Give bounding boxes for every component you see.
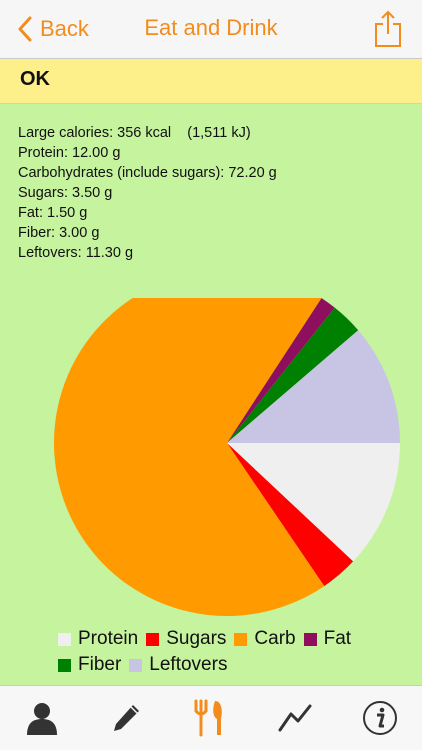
pencil-icon	[114, 705, 139, 731]
legend-label-fat: Fat	[323, 628, 352, 649]
legend-swatch-sugars	[146, 632, 160, 646]
tab-edit[interactable]	[84, 686, 168, 750]
back-button[interactable]: Back	[18, 14, 89, 44]
legend-label-sugars: Sugars	[166, 628, 227, 649]
pie-slice-sugars	[227, 443, 354, 587]
legend-item-protein: Protein	[58, 628, 138, 650]
pie-slice-leftovers	[227, 330, 400, 443]
legend-label-protein: Protein	[78, 628, 139, 649]
pie-slice-protein	[227, 443, 400, 562]
trend-line-icon	[278, 704, 312, 732]
fiber-text: Fiber: 3.00 g	[18, 225, 100, 241]
protein-text: Protein: 12.00 g	[18, 145, 121, 161]
tab-progress[interactable]	[253, 686, 337, 750]
share-icon	[375, 10, 401, 47]
info-icon	[363, 701, 397, 735]
nutrition-info: Large calories: 356 kcal (1,511 kJ) Prot…	[18, 123, 277, 263]
tab-bar	[0, 685, 422, 750]
leftovers-text: Leftovers: 11.30 g	[18, 245, 134, 261]
legend-item-fat: Fat	[303, 628, 352, 650]
tab-eat-and-drink[interactable]	[168, 686, 252, 750]
tab-info[interactable]	[338, 686, 422, 750]
nutrition-pie-chart	[54, 298, 400, 616]
person-icon	[27, 703, 57, 735]
carbohydrates-text: Carbohydrates (include sugars): 72.20 g	[18, 165, 277, 181]
legend-label-fiber: Fiber	[78, 654, 122, 675]
legend-swatch-fiber	[58, 658, 71, 672]
legend-label-leftovers: Leftovers	[149, 654, 228, 675]
navigation-bar: Back Eat and Drink	[0, 0, 422, 59]
status-banner: OK	[0, 59, 422, 104]
tab-profile[interactable]	[0, 686, 84, 750]
legend-item-sugars: Sugars	[146, 628, 226, 650]
chart-legend: Protein Sugars Carb Fat Fiber Leftovers	[58, 626, 388, 678]
legend-label-carb: Carb	[254, 628, 296, 649]
status-text: OK	[20, 68, 50, 90]
pie-slice-fat	[227, 298, 335, 443]
legend-swatch-leftovers	[129, 658, 143, 672]
legend-item-fiber: Fiber	[58, 654, 121, 676]
fork-knife-icon	[194, 699, 222, 737]
legend-item-carb: Carb	[234, 628, 296, 650]
legend-swatch-fat	[303, 632, 317, 646]
legend-swatch-protein	[58, 632, 71, 646]
back-button-label: Back	[40, 16, 89, 41]
legend-item-leftovers: Leftovers	[129, 654, 227, 676]
fat-text: Fat: 1.50 g	[18, 205, 88, 221]
sugars-text: Sugars: 3.50 g	[18, 185, 113, 201]
pie-slice-fiber	[227, 307, 359, 443]
pie-slice-carb	[54, 298, 325, 616]
chevron-left-icon	[18, 16, 32, 42]
calories-text: Large calories: 356 kcal (1,511 kJ)	[18, 125, 251, 141]
legend-swatch-carb	[234, 632, 248, 646]
share-button[interactable]	[372, 9, 404, 49]
